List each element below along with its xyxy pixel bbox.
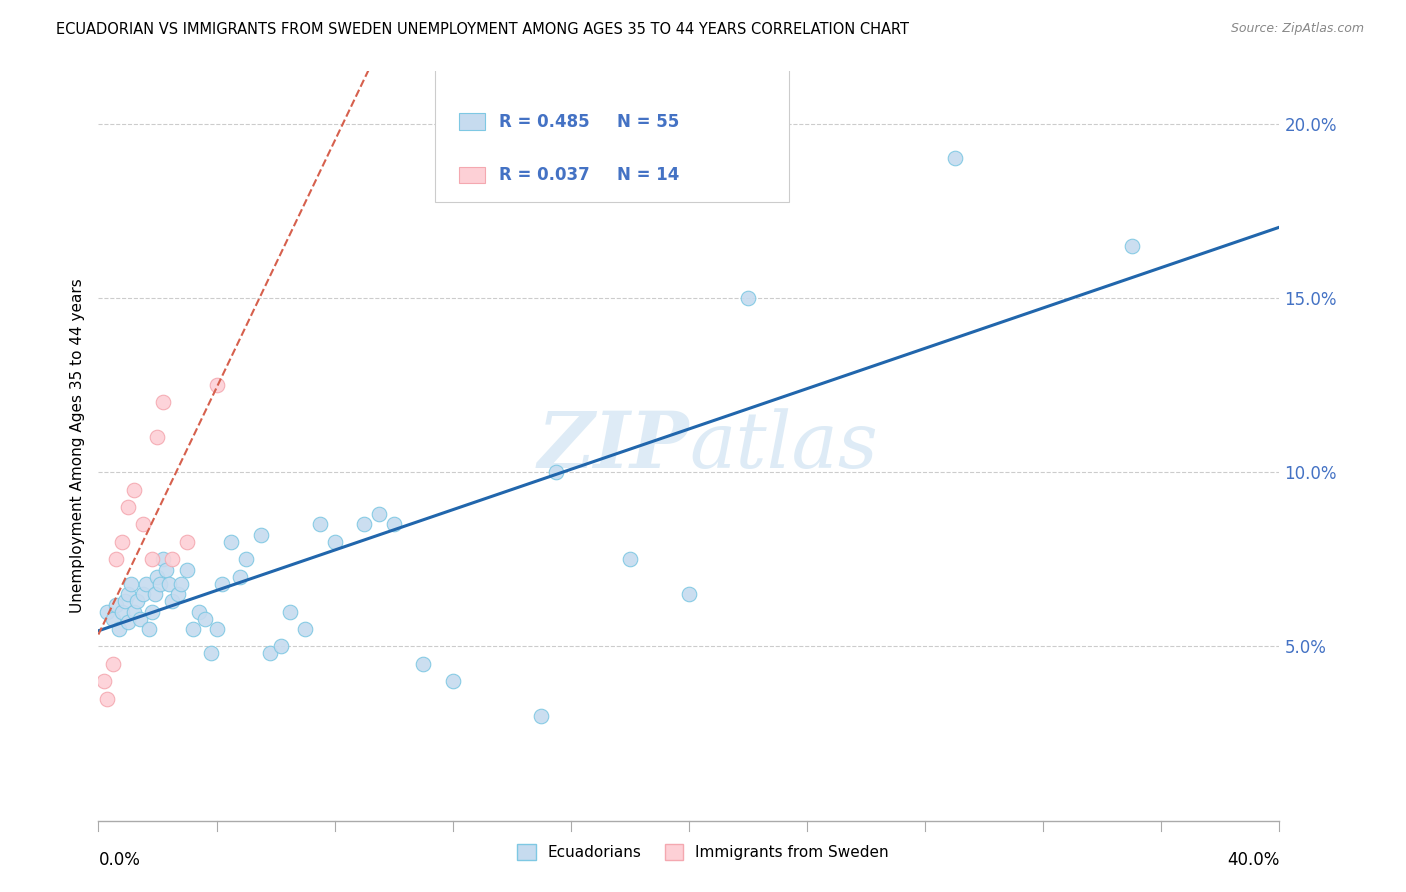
Point	[146, 430, 169, 444]
Text: ZIP: ZIP	[537, 408, 689, 484]
Bar	[458, 167, 485, 184]
Point	[122, 483, 145, 497]
Point	[205, 378, 228, 392]
Point	[270, 640, 292, 654]
Point	[229, 570, 252, 584]
Point	[157, 576, 180, 591]
Point	[259, 646, 281, 660]
Point	[678, 587, 700, 601]
Legend: Ecuadorians, Immigrants from Sweden: Ecuadorians, Immigrants from Sweden	[512, 838, 894, 866]
Point	[353, 517, 375, 532]
Point	[122, 605, 145, 619]
Point	[167, 587, 190, 601]
Text: R = 0.037: R = 0.037	[499, 166, 589, 184]
Point	[205, 622, 228, 636]
Point	[132, 517, 155, 532]
Text: N = 14: N = 14	[617, 166, 679, 184]
Point	[546, 465, 568, 479]
Point	[235, 552, 257, 566]
Point	[146, 570, 169, 584]
Point	[294, 622, 316, 636]
Bar	[458, 113, 485, 130]
Point	[162, 594, 183, 608]
Text: N = 55: N = 55	[617, 112, 679, 130]
Point	[117, 615, 139, 629]
Point	[309, 517, 332, 532]
Point	[149, 576, 172, 591]
FancyBboxPatch shape	[434, 68, 789, 202]
Point	[108, 622, 131, 636]
Point	[143, 587, 166, 601]
Point	[280, 605, 302, 619]
Point	[155, 563, 177, 577]
Point	[368, 507, 391, 521]
Point	[152, 552, 174, 566]
Point	[132, 587, 155, 601]
Point	[114, 594, 136, 608]
Text: R = 0.485: R = 0.485	[499, 112, 589, 130]
Text: ECUADORIAN VS IMMIGRANTS FROM SWEDEN UNEMPLOYMENT AMONG AGES 35 TO 44 YEARS CORR: ECUADORIAN VS IMMIGRANTS FROM SWEDEN UNE…	[56, 22, 910, 37]
Point	[105, 552, 128, 566]
Point	[187, 605, 209, 619]
Point	[111, 534, 134, 549]
Point	[125, 594, 148, 608]
Point	[117, 500, 139, 514]
Point	[111, 605, 134, 619]
Point	[530, 709, 553, 723]
Text: Source: ZipAtlas.com: Source: ZipAtlas.com	[1230, 22, 1364, 36]
Point	[200, 646, 222, 660]
Point	[737, 291, 759, 305]
Point	[221, 534, 243, 549]
Point	[1121, 238, 1143, 252]
Point	[323, 534, 346, 549]
Point	[176, 534, 198, 549]
Text: 0.0%: 0.0%	[98, 851, 141, 869]
Point	[250, 528, 273, 542]
Point	[105, 598, 128, 612]
Point	[176, 563, 198, 577]
Point	[141, 605, 163, 619]
Point	[96, 691, 118, 706]
Point	[943, 152, 966, 166]
Point	[103, 657, 125, 671]
Point	[138, 622, 160, 636]
Point	[181, 622, 204, 636]
Text: atlas: atlas	[689, 408, 877, 484]
Point	[103, 611, 125, 625]
Point	[96, 605, 118, 619]
Point	[382, 517, 405, 532]
Point	[170, 576, 193, 591]
Point	[619, 552, 641, 566]
Point	[211, 576, 233, 591]
Point	[471, 186, 494, 201]
Text: 40.0%: 40.0%	[1227, 851, 1279, 869]
Point	[162, 552, 183, 566]
Point	[135, 576, 157, 591]
Point	[152, 395, 174, 409]
Point	[194, 611, 217, 625]
Point	[120, 576, 142, 591]
Point	[141, 552, 163, 566]
Point	[93, 674, 115, 689]
Point	[441, 674, 464, 689]
Y-axis label: Unemployment Among Ages 35 to 44 years: Unemployment Among Ages 35 to 44 years	[69, 278, 84, 614]
Point	[117, 587, 139, 601]
Point	[128, 611, 150, 625]
Point	[412, 657, 434, 671]
